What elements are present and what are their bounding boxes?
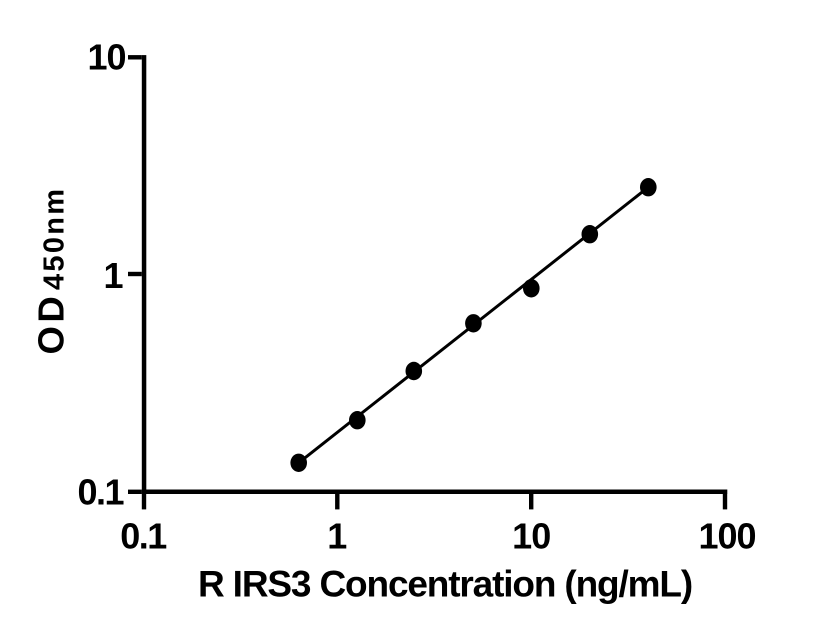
svg-text:100: 100 [698,515,755,556]
svg-text:450nm: 450nm [39,187,71,290]
svg-text:10: 10 [512,515,550,556]
svg-text:0.1: 0.1 [77,472,124,513]
svg-text:1: 1 [103,255,123,296]
svg-text:10: 10 [87,37,125,78]
svg-text:R IRS3 Concentration (ng/mL): R IRS3 Concentration (ng/mL) [198,564,692,605]
svg-text:1: 1 [327,515,347,556]
svg-text:0.1: 0.1 [120,515,167,556]
svg-text:OD: OD [31,293,72,355]
